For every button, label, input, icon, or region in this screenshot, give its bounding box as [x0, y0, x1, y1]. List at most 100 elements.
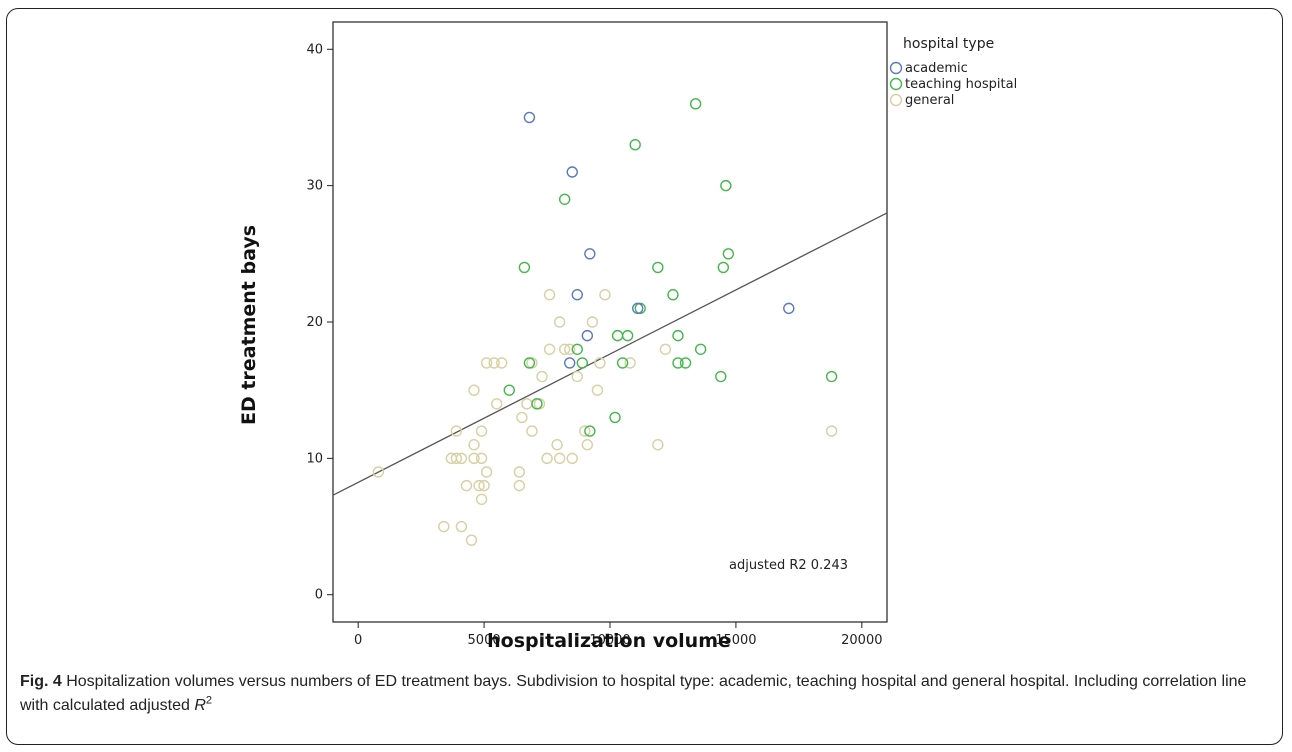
- point-general: [438, 520, 450, 533]
- y-axis-title: ED treatment bays: [238, 225, 260, 425]
- y-tick-label: 20: [306, 315, 323, 330]
- point-teaching-hospital: [667, 289, 679, 301]
- legend-marker-teaching-hospital: [889, 77, 903, 91]
- x-tick-label: 10000: [589, 633, 630, 648]
- point-general: [455, 452, 468, 465]
- point-teaching-hospital: [576, 357, 588, 369]
- point-general: [480, 466, 493, 478]
- x-tick-label: 20000: [841, 633, 882, 648]
- point-general: [825, 425, 838, 437]
- plot-frame: [332, 21, 888, 623]
- point-general: [536, 370, 548, 383]
- point-general: [468, 439, 480, 451]
- point-general: [488, 357, 500, 369]
- point-general: [521, 398, 533, 410]
- point-teaching-hospital: [679, 357, 692, 369]
- point-teaching-hospital: [571, 343, 583, 355]
- point-general: [553, 316, 566, 328]
- point-general: [475, 452, 488, 465]
- caption-r-symbol: R: [194, 697, 206, 714]
- point-general: [652, 439, 664, 451]
- point-general: [496, 357, 508, 369]
- legend-marker-academic: [889, 61, 903, 75]
- legend-label-general: general: [905, 93, 954, 108]
- point-academic: [571, 289, 583, 301]
- point-general: [513, 466, 526, 478]
- point-general: [513, 479, 526, 492]
- point-general: [659, 343, 672, 355]
- legend-label-teaching-hospital: teaching hospital: [905, 77, 1017, 92]
- point-general: [579, 425, 591, 437]
- point-teaching-hospital: [720, 179, 732, 192]
- point-teaching-hospital: [584, 425, 596, 437]
- x-tick-label: 5000: [468, 633, 501, 648]
- y-tick-label: 10: [306, 451, 323, 466]
- regression-line: [332, 212, 888, 496]
- point-academic: [564, 357, 576, 369]
- point-academic: [523, 111, 536, 124]
- caption-text: Hospitalization volumes versus numbers o…: [20, 673, 1247, 714]
- point-general: [566, 452, 578, 465]
- caption-r-superscript: 2: [205, 694, 213, 707]
- point-general: [480, 357, 493, 369]
- point-teaching-hospital: [689, 98, 702, 110]
- plot-area: 0 5000 10000 15000 20000 0 10 20 30 40: [306, 21, 888, 648]
- legend-title: hospital type: [903, 36, 994, 52]
- point-general: [450, 425, 463, 437]
- point-academic: [632, 302, 644, 315]
- point-general: [571, 370, 583, 383]
- point-general: [543, 343, 556, 355]
- point-teaching-hospital: [717, 261, 730, 274]
- point-general: [586, 316, 599, 328]
- point-teaching-hospital: [694, 343, 707, 355]
- point-teaching-hospital: [715, 370, 727, 383]
- point-teaching-hospital: [616, 357, 629, 369]
- point-teaching-hospital: [621, 329, 634, 342]
- point-general: [455, 520, 468, 533]
- figure-caption: Fig. 4 Hospitalization volumes versus nu…: [20, 670, 1270, 718]
- point-academic: [584, 248, 596, 260]
- point-general: [541, 452, 553, 465]
- point-general: [591, 384, 604, 396]
- point-general: [553, 452, 566, 465]
- point-general: [465, 534, 478, 546]
- point-general: [526, 425, 538, 437]
- point-general: [543, 289, 556, 301]
- point-teaching-hospital: [558, 193, 571, 205]
- point-teaching-hospital: [825, 370, 838, 383]
- x-axis-title: hospitalization volume: [487, 630, 731, 652]
- x-tick-label: 0: [354, 633, 362, 648]
- point-general: [372, 466, 385, 478]
- point-teaching-hospital: [652, 261, 664, 274]
- scatter-chart: 0 5000 10000 15000 20000 0 10 20 30 40 hospitaliz…: [238, 21, 1017, 652]
- point-general: [551, 439, 563, 451]
- point-general: [564, 343, 576, 355]
- x-tick-label: 15000: [715, 633, 756, 648]
- point-general: [599, 289, 611, 301]
- point-teaching-hospital: [609, 411, 621, 424]
- point-general: [478, 479, 490, 492]
- point-general: [594, 357, 606, 369]
- point-general: [516, 411, 528, 424]
- r2-annotation: adjusted R2 0.243: [729, 558, 848, 573]
- point-teaching-hospital: [503, 384, 515, 396]
- y-tick-label: 40: [306, 42, 323, 57]
- point-general: [475, 425, 488, 437]
- point-teaching-hospital: [672, 357, 684, 369]
- point-general: [473, 479, 485, 492]
- point-teaching-hospital: [611, 329, 624, 342]
- legend-marker-general: [889, 93, 903, 107]
- point-academic: [783, 302, 795, 315]
- point-academic: [581, 329, 594, 342]
- point-general: [468, 452, 480, 465]
- point-general: [558, 343, 571, 355]
- point-general: [624, 357, 636, 369]
- y-tick-label: 0: [315, 588, 323, 603]
- point-teaching-hospital: [523, 357, 536, 369]
- point-teaching-hospital: [722, 248, 735, 260]
- point-academic: [566, 166, 578, 178]
- point-teaching-hospital: [672, 329, 684, 342]
- point-general: [490, 398, 503, 410]
- y-tick-label: 30: [306, 179, 323, 194]
